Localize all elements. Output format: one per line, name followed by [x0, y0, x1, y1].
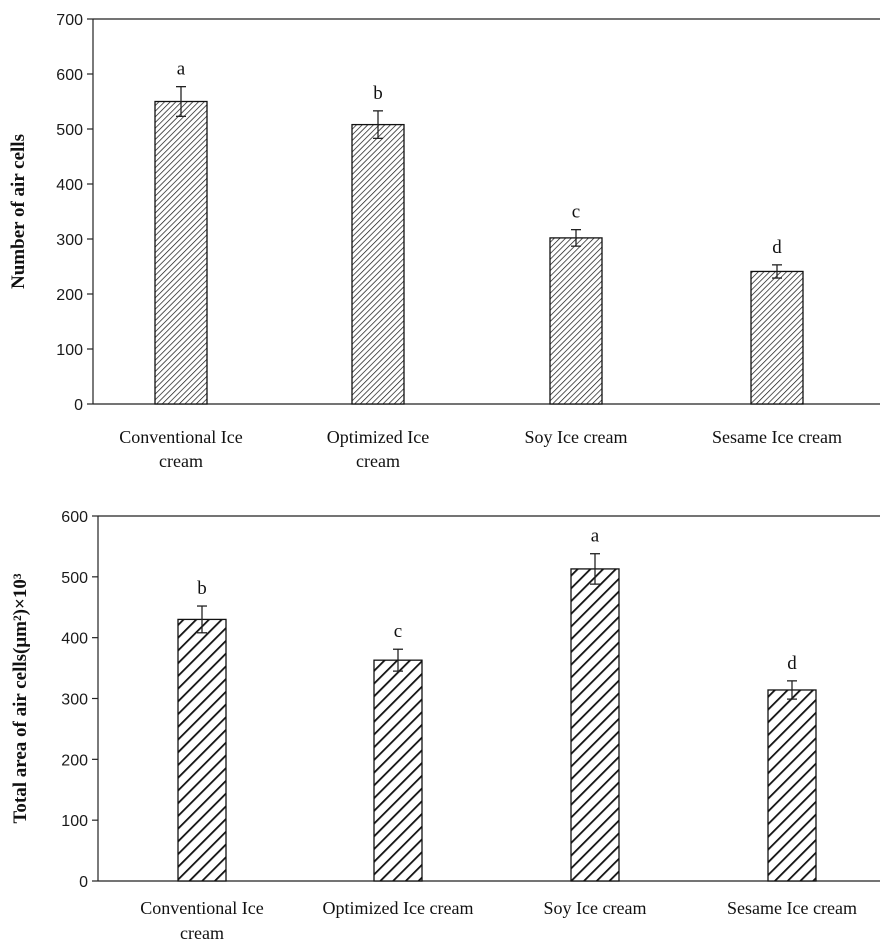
x-tick-label: Sesame Ice cream: [727, 898, 857, 918]
air-cell-area-chart: 0 100 200 300 400 500 600 Total area of air cel…: [10, 509, 880, 943]
bar: [549, 237, 603, 405]
bar: [154, 100, 208, 405]
y-tick-label: 400: [56, 177, 83, 194]
y-tick-label: 600: [61, 509, 88, 526]
air-cell-count-chart: 0 100 200 300 400 500 600 700 Number of air cell…: [8, 12, 880, 471]
significance-letter: b: [373, 83, 383, 104]
y-tick-label: 300: [61, 692, 88, 709]
y-tick-label: 0: [74, 397, 83, 414]
x-tick-label: Soy Ice cream: [525, 427, 628, 447]
x-tick-label: Conventional Ice: [140, 898, 263, 918]
bar: [351, 123, 405, 405]
x-tick-label: Conventional Ice: [119, 427, 242, 447]
y-tick-label: 500: [56, 122, 83, 139]
bar: [750, 270, 804, 405]
y-axis-title: Total area of air cells(μm²)×10³: [10, 573, 31, 823]
bar: [767, 689, 817, 882]
y-tick-label: 0: [79, 874, 88, 891]
significance-letter: c: [572, 202, 580, 223]
significance-letter: a: [591, 526, 600, 547]
y-axis-title: Number of air cells: [8, 134, 29, 289]
significance-letter: b: [197, 578, 207, 599]
x-tick-label: cream: [159, 451, 203, 471]
x-tick-label: cream: [180, 923, 224, 943]
y-tick-label: 100: [61, 813, 88, 830]
bar: [177, 618, 227, 882]
bar: [373, 659, 423, 882]
x-tick-label: Optimized Ice: [327, 427, 429, 447]
y-tick-label: 200: [56, 287, 83, 304]
significance-letter: a: [177, 59, 186, 80]
y-tick-label: 700: [56, 12, 83, 29]
y-tick-label: 300: [56, 232, 83, 249]
y-tick-label: 100: [56, 342, 83, 359]
y-tick-label: 200: [61, 752, 88, 769]
x-tick-label: Soy Ice cream: [544, 898, 647, 918]
significance-letter: c: [394, 621, 402, 642]
significance-letter: d: [787, 653, 797, 674]
y-tick-label: 400: [61, 631, 88, 648]
x-tick-label: cream: [356, 451, 400, 471]
x-tick-label: Sesame Ice cream: [712, 427, 842, 447]
significance-letter: d: [772, 237, 782, 258]
y-tick-label: 600: [56, 67, 83, 84]
x-tick-label: Optimized Ice cream: [323, 898, 474, 918]
bar: [570, 568, 620, 882]
y-tick-label: 500: [61, 570, 88, 587]
